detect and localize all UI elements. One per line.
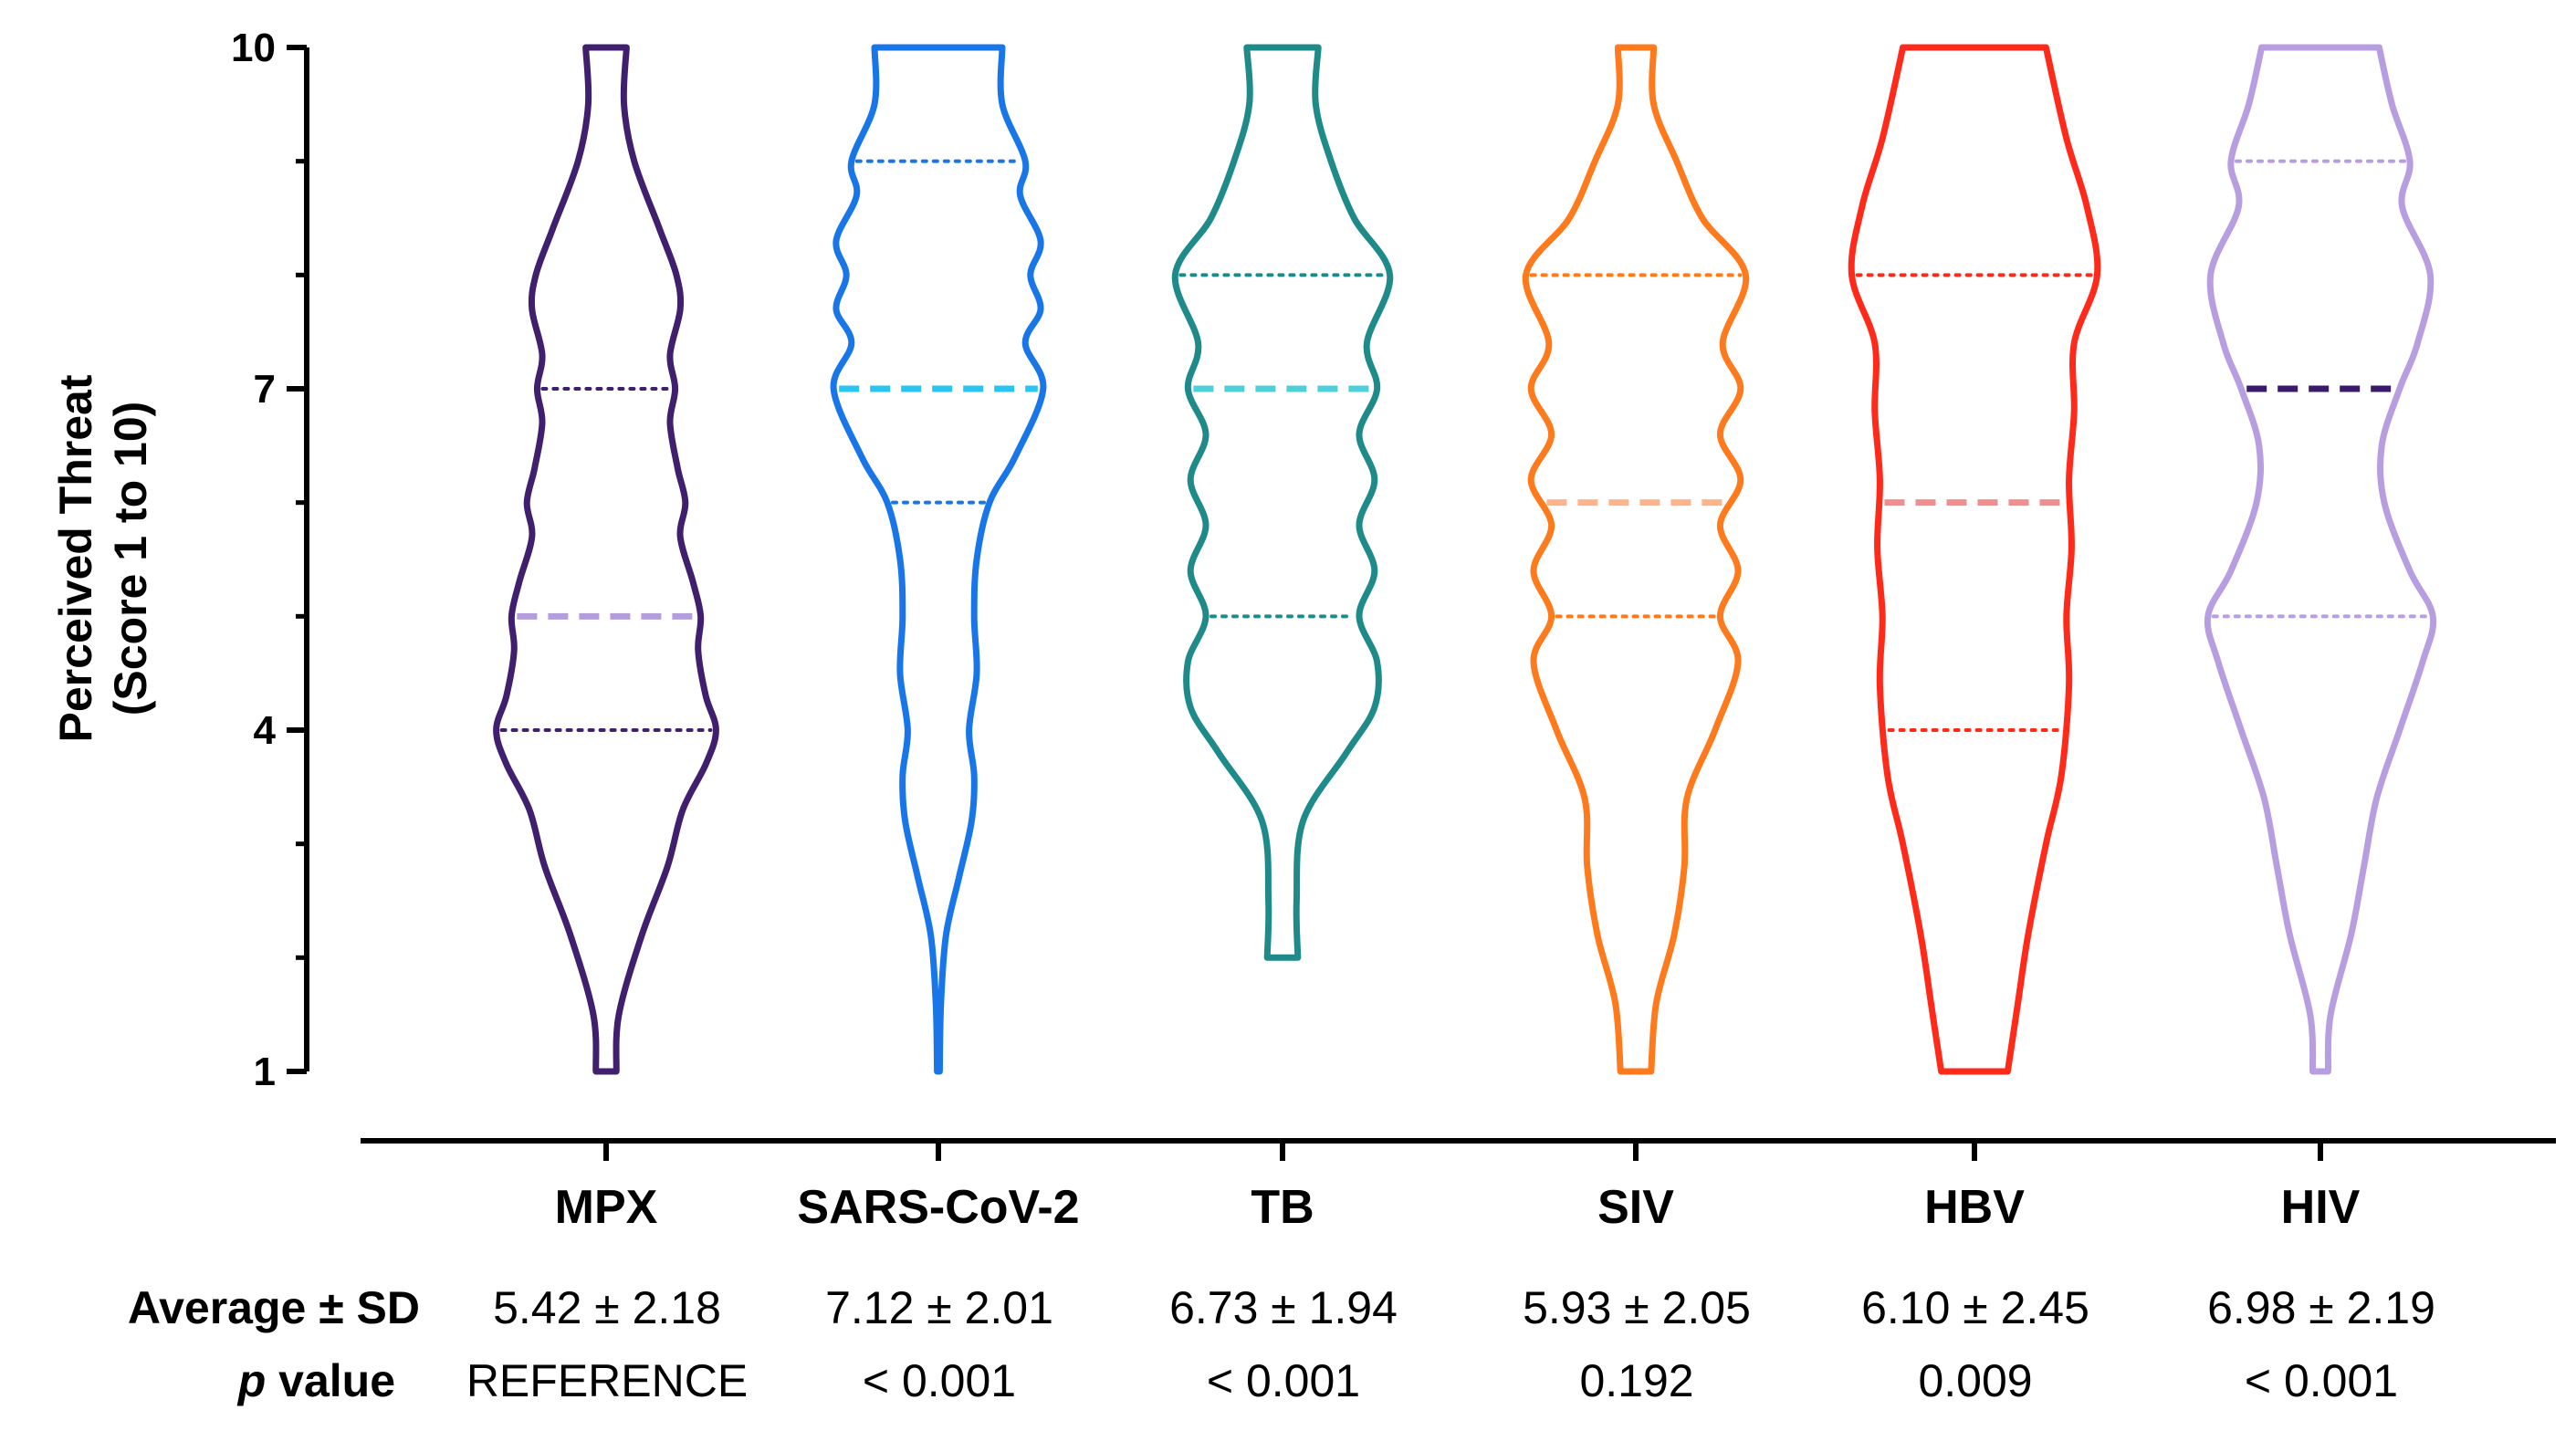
p-value-hbv: 0.009 [1918,1355,2032,1406]
category-label-mpx: MPX [555,1181,658,1234]
violin-outline-sars-cov-2 [830,44,1047,1075]
violin-sars-cov-2 [830,44,1047,1075]
stats-table: Average ± SD p value 5.42 ± 2.18 REFERENC… [128,1282,2435,1406]
violin-outline-siv [1522,44,1750,1075]
average-sd-tb: 6.73 ± 1.94 [1169,1282,1398,1333]
violin-siv [1522,44,1750,1075]
average-sd-hbv: 6.10 ± 2.45 [1861,1282,2089,1333]
y-axis-title-line2: (Score 1 to 10) [105,402,156,716]
p-value-row-label: p value [236,1355,395,1406]
average-sd-siv: 5.93 ± 2.05 [1523,1282,1751,1333]
p-value-siv: 0.192 [1579,1355,1693,1406]
violins [493,44,2437,1075]
p-value-mpx: REFERENCE [466,1355,748,1406]
average-sd-sars-cov-2: 7.12 ± 2.01 [825,1282,1053,1333]
violin-outline-hiv [2204,44,2437,1075]
y-axis-title-line1: Perceived Threat [50,374,101,742]
y-tick-label-7: 7 [254,367,276,412]
p-value-label-p: p [236,1355,267,1406]
average-sd-hiv: 6.98 ± 2.19 [2207,1282,2435,1333]
category-label-tb: TB [1251,1181,1314,1234]
violin-outline-tb [1171,44,1394,961]
p-value-tb: < 0.001 [1207,1355,1360,1406]
p-value-label-rest: value [266,1355,395,1406]
category-label-hbv: HBV [1924,1181,2025,1234]
y-tick-label-10: 10 [231,26,276,70]
y-ticks: 1 4 7 10 [231,26,307,1094]
average-sd-mpx: 5.42 ± 2.18 [493,1282,721,1333]
x-ticks: MPX SARS-CoV-2 TB SIV HBV HIV [555,1141,2361,1234]
y-axis-title: Perceived Threat (Score 1 to 10) [50,374,156,742]
y-tick-label-1: 1 [254,1050,276,1094]
violin-hbv [1848,44,2101,1075]
category-label-siv: SIV [1597,1181,1674,1234]
violin-mpx [493,44,719,1075]
p-value-hiv: < 0.001 [2245,1355,2398,1406]
violin-outline-mpx [493,44,719,1075]
y-tick-label-4: 4 [254,708,277,753]
p-value-sars-cov-2: < 0.001 [863,1355,1016,1406]
category-label-sars-cov-2: SARS-CoV-2 [797,1181,1079,1234]
violin-hiv [2204,44,2437,1075]
violin-outline-hbv [1848,44,2101,1075]
average-sd-row-label: Average ± SD [128,1282,420,1333]
violin-tb [1171,44,1394,961]
category-label-hiv: HIV [2281,1181,2361,1234]
